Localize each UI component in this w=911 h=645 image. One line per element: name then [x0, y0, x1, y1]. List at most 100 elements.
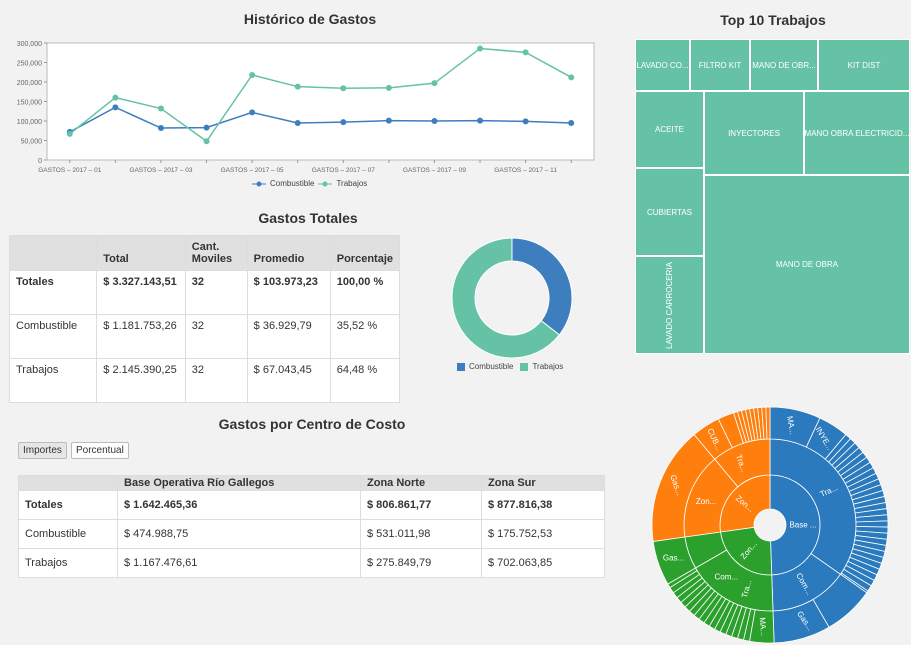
data-point [203, 138, 210, 145]
sunburst-label: MA... [758, 617, 769, 636]
row-label: Combustible [8, 314, 98, 359]
treemap-label: FILTRO KIT [698, 60, 742, 70]
importes-button[interactable]: Importes [18, 442, 67, 459]
cell-promedio: $ 67.043,45 [246, 358, 331, 403]
treemap-label: LAVADO CARROCERIA [665, 261, 674, 349]
treemap-label: CUBIERTAS [646, 207, 693, 217]
row-label: Totales [8, 270, 98, 315]
data-point [568, 119, 575, 126]
centro-costo-table: Base Operativa Río Gallegos Zona Norte Z… [18, 475, 605, 578]
data-point [568, 74, 575, 81]
data-point [477, 117, 484, 124]
donut-slice-trabajos [451, 237, 561, 359]
cell-porcentaje: 100,00 % [329, 270, 401, 315]
treemap-cell[interactable]: FILTRO KIT [690, 39, 750, 91]
treemap-cell[interactable]: CUBIERTAS [635, 168, 704, 256]
cell-total: $ 3.327.143,51 [96, 270, 186, 315]
porcentual-button[interactable]: Porcentual [71, 442, 129, 459]
treemap-cell[interactable]: INYECTORES [704, 91, 804, 175]
data-point [112, 104, 119, 111]
sunburst-label: Zon... [696, 497, 716, 506]
data-point [385, 117, 392, 124]
legend-combustible: Combustible [270, 179, 315, 188]
line-chart: 0 50,000 100,000 150,000 200,000 250,000 300,0… [17, 41, 595, 174]
line-legend: Combustible Trabajos [252, 179, 367, 188]
row-label: Combustible [18, 519, 118, 549]
data-point [340, 119, 347, 126]
cell-base: $ 474.988,75 [117, 519, 361, 549]
row-label: Trabajos [8, 358, 98, 403]
col-header-empty [18, 475, 118, 491]
table-row: Combustible $ 1.181.753,26 32 $ 36.929,7… [8, 314, 401, 359]
data-point [249, 109, 256, 116]
treemap-cell[interactable]: MANO OBRA ELECTRICID... [804, 91, 910, 175]
data-point [66, 130, 73, 137]
donut-legend-combustible: Combustible [469, 362, 514, 371]
cell-zona-sur: $ 702.063,85 [481, 548, 605, 578]
swatch-trabajos [520, 362, 529, 371]
col-header-zona-norte: Zona Norte [360, 475, 482, 491]
data-point [431, 80, 438, 87]
cell-cant: 32 [184, 314, 248, 359]
x-tick-label: GASTOS – 2017 – 01 [38, 167, 101, 174]
row-label: Totales [18, 490, 118, 520]
x-tick-label: GASTOS – 2017 – 03 [129, 167, 192, 174]
cell-promedio: $ 36.929,79 [246, 314, 331, 359]
sunburst-item-base [855, 520, 889, 528]
data-point [294, 119, 301, 126]
cell-zona-sur: $ 877.816,38 [481, 490, 605, 520]
data-point [477, 45, 484, 52]
x-tick-label: GASTOS – 2017 – 07 [312, 167, 375, 174]
y-tick-label: 0 [38, 158, 42, 165]
treemap-cell[interactable]: LAVADO CARROCERIA [635, 256, 704, 354]
series-line-trabajos [69, 47, 572, 143]
data-point [522, 49, 529, 56]
cell-zona-sur: $ 175.752,53 [481, 519, 605, 549]
table-row: Trabajos $ 1.167.476,61 $ 275.849,79 $ 7… [18, 548, 605, 578]
treemap-cell[interactable]: ACEITE [635, 91, 704, 168]
col-header-base: Base Operativa Río Gallegos [117, 475, 361, 491]
donut-slice-combustible [511, 237, 573, 336]
treemap-cell[interactable]: MANO DE OBR... [750, 39, 818, 91]
table-row: Combustible $ 474.988,75 $ 531.011,98 $ … [18, 519, 605, 549]
treemap-label: LAVADO CO... [636, 60, 689, 70]
donut-legend: Combustible Trabajos [457, 362, 563, 371]
legend-trabajos: Trabajos [336, 179, 368, 188]
data-point [340, 85, 347, 92]
treemap-label: KIT DIST [847, 60, 881, 70]
sunburst-label: Gas... [663, 554, 684, 563]
swatch-combustible [457, 362, 465, 371]
cell-base: $ 1.167.476,61 [117, 548, 361, 578]
plot-area [46, 42, 595, 161]
treemap-label: INYECTORES [728, 128, 780, 138]
table-row: Totales $ 3.327.143,51 32 $ 103.973,23 1… [8, 270, 401, 315]
col-header-empty [8, 235, 98, 271]
table-row: Trabajos $ 2.145.390,25 32 $ 67.043,45 6… [8, 358, 401, 403]
donut-legend-trabajos: Trabajos [532, 362, 564, 371]
data-point [249, 71, 256, 78]
treemap-label: MANO OBRA ELECTRICID... [804, 128, 910, 138]
treemap-label: ACEITE [655, 125, 684, 134]
treemap-cell[interactable]: KIT DIST [818, 39, 910, 91]
data-point [431, 118, 438, 124]
treemap-cell[interactable]: LAVADO CO... [635, 39, 690, 91]
treemap-title: Top 10 Trabajos [720, 12, 826, 28]
treemap-label: MANO DE OBRA [775, 260, 839, 269]
cell-total: $ 2.145.390,25 [96, 358, 186, 403]
row-label: Trabajos [18, 548, 118, 578]
data-point [157, 125, 164, 132]
y-tick-label: 200,000 [17, 80, 42, 87]
donut-chart [451, 237, 573, 359]
cell-cant: 32 [184, 358, 248, 403]
series-line-combustible [69, 106, 572, 133]
cell-cant: 32 [184, 270, 248, 315]
gastos-totales-table: Total Cant. Moviles Promedio Porcentaje … [8, 235, 401, 403]
treemap-cell[interactable]: MANO DE OBRA [704, 175, 910, 354]
sunburst-chart: Base ...Zon...Zon...Com...Tra...Com...Zo… [651, 406, 889, 644]
y-tick-label: 250,000 [17, 61, 42, 68]
x-tick-label: GASTOS – 2017 – 05 [221, 167, 284, 174]
y-tick-label: 50,000 [21, 139, 43, 146]
data-point [157, 105, 164, 112]
sunburst-item-norte [765, 406, 771, 440]
col-header-porcentaje: Porcentaje [329, 235, 401, 271]
